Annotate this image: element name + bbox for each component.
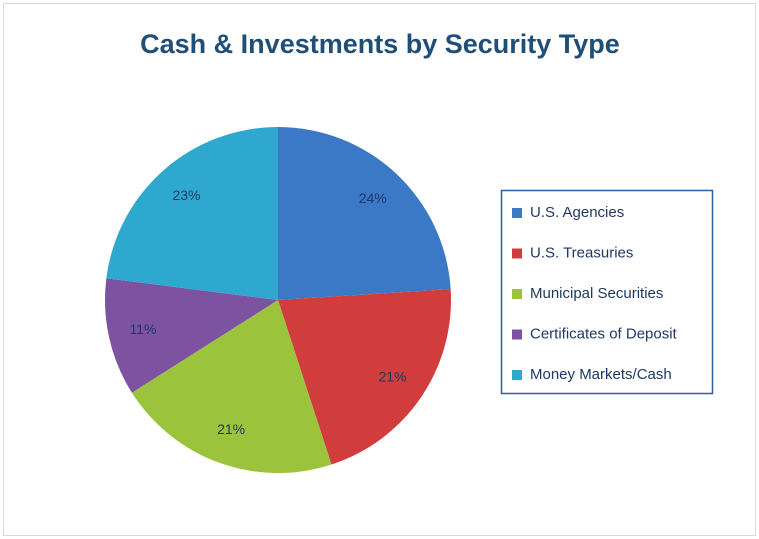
legend-swatch bbox=[512, 289, 522, 299]
pie-slice bbox=[106, 127, 278, 300]
pie-slice bbox=[105, 278, 279, 393]
pie-slice bbox=[278, 127, 451, 300]
pie-slice bbox=[131, 300, 332, 473]
legend-label: Certificates of Deposit bbox=[530, 325, 678, 342]
pie-slice bbox=[278, 289, 451, 465]
legend-box bbox=[500, 189, 714, 395]
data-label: 24% bbox=[359, 190, 387, 206]
data-label: 21% bbox=[217, 421, 245, 437]
legend-swatch bbox=[512, 370, 522, 380]
data-label: 11% bbox=[129, 321, 156, 337]
legend-label: U.S. Treasuries bbox=[530, 244, 633, 261]
data-label: 21% bbox=[378, 368, 406, 384]
legend-label: Money Markets/Cash bbox=[530, 366, 672, 383]
chart-title: Cash & Investments by Security Type bbox=[140, 29, 620, 59]
data-label: 23% bbox=[172, 187, 200, 203]
legend-label: U.S. Agencies bbox=[530, 204, 624, 221]
legend-swatch bbox=[512, 329, 522, 340]
legend-label: Municipal Securities bbox=[530, 285, 663, 302]
legend-swatch bbox=[512, 248, 522, 259]
legend-swatch bbox=[512, 208, 522, 218]
